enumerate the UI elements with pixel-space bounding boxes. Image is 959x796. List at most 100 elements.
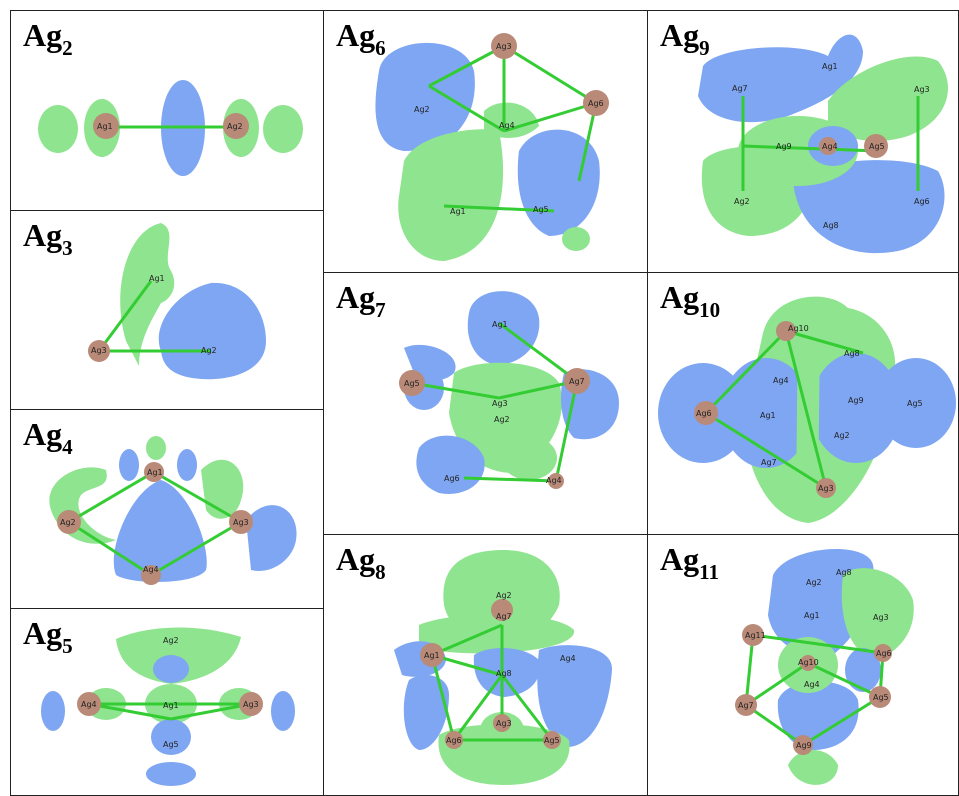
atom-label: Ag5 [869, 142, 885, 151]
panel-title: Ag6 [336, 15, 386, 60]
panel-title: Ag2 [23, 15, 73, 60]
ag8-isosurface: Ag2 Ag7 Ag1 Ag4 Ag8 Ag3 Ag6 Ag5 [394, 550, 613, 785]
title-subscript: 3 [62, 236, 73, 260]
panel-title: Ag5 [23, 613, 73, 658]
title-main: Ag [660, 279, 700, 315]
atom-label: Ag7 [732, 84, 748, 93]
atom-label: Ag1 [163, 701, 179, 710]
atom-label: Ag6 [914, 197, 930, 206]
ag7-isosurface: Ag1 Ag5 Ag7 Ag3 Ag2 Ag6 Ag4 [399, 291, 619, 494]
atom-label: Ag11 [745, 631, 766, 640]
title-subscript: 4 [62, 435, 73, 459]
panel-ag7: Ag1 Ag5 Ag7 Ag3 Ag2 Ag6 Ag4 Ag7 [323, 272, 648, 535]
atom-label: Ag7 [569, 377, 585, 386]
panel-ag11: Ag8 Ag2 Ag1 Ag3 Ag11 Ag10 Ag6 Ag4 Ag7 Ag… [647, 534, 959, 796]
ag6-isosurface: Ag3 Ag6 Ag2 Ag4 Ag1 Ag5 [375, 33, 609, 261]
title-main: Ag [23, 615, 63, 651]
atom-label: Ag7 [761, 458, 777, 467]
title-subscript: 2 [62, 36, 73, 60]
atom-label: Ag1 [97, 122, 113, 131]
atom-label: Ag6 [588, 99, 604, 108]
title-subscript: 5 [62, 634, 73, 658]
title-subscript: 7 [375, 298, 386, 322]
atom-label: Ag5 [544, 736, 560, 745]
atom-label: Ag2 [734, 197, 750, 206]
atom-label: Ag4 [560, 654, 576, 663]
atom-label: Ag3 [91, 346, 107, 355]
title-subscript: 6 [375, 36, 386, 60]
atom-label: Ag8 [823, 221, 839, 230]
atom-label: Ag9 [848, 396, 864, 405]
panel-title: Ag11 [660, 539, 719, 584]
atom-label: Ag4 [81, 700, 97, 709]
atom-label: Ag5 [163, 740, 179, 749]
panel-ag4: Ag1 Ag2 Ag3 Ag4 Ag4 [10, 409, 324, 609]
atom-label: Ag10 [798, 658, 819, 667]
atom-label: Ag6 [444, 474, 460, 483]
atom-label: Ag8 [836, 568, 852, 577]
atom-label: Ag2 [227, 122, 243, 131]
ag3-isosurface: Ag3 Ag1 Ag2 [88, 223, 266, 380]
atom-label: Ag4 [804, 680, 820, 689]
ag4-isosurface: Ag1 Ag2 Ag3 Ag4 [49, 436, 297, 585]
panel-title: Ag7 [336, 277, 386, 322]
atom-label: Ag1 [424, 651, 440, 660]
title-main: Ag [23, 217, 63, 253]
title-main: Ag [336, 279, 376, 315]
atom-label: Ag3 [496, 42, 512, 51]
atom-label: Ag8 [844, 349, 860, 358]
atom-label: Ag7 [496, 612, 512, 621]
atom-label: Ag1 [822, 62, 838, 71]
title-subscript: 10 [699, 298, 721, 322]
atom-label: Ag1 [149, 274, 165, 283]
atom-label: Ag6 [696, 409, 712, 418]
title-subscript: 11 [699, 560, 719, 584]
atom-label: Ag5 [533, 205, 549, 214]
title-subscript: 9 [699, 36, 710, 60]
atom-label: Ag2 [201, 346, 217, 355]
title-main: Ag [660, 541, 700, 577]
title-main: Ag [23, 17, 63, 53]
atom-label: Ag4 [822, 142, 838, 151]
atom-label: Ag3 [233, 518, 249, 527]
title-main: Ag [23, 416, 63, 452]
panel-title: Ag10 [660, 277, 721, 322]
panel-ag9: Ag1 Ag7 Ag3 Ag9 Ag4 Ag5 Ag2 Ag8 Ag6 Ag9 [647, 10, 959, 273]
atom-label: Ag8 [496, 669, 512, 678]
atom-label: Ag7 [738, 701, 754, 710]
atom-label: Ag9 [776, 142, 792, 151]
title-main: Ag [660, 17, 700, 53]
atom-label: Ag6 [876, 649, 892, 658]
atom-label: Ag2 [806, 578, 822, 587]
atom-label: Ag1 [760, 411, 776, 420]
atom-label: Ag4 [546, 476, 562, 485]
atom-label: Ag1 [147, 468, 163, 477]
panel-ag5: Ag2 Ag1 Ag3 Ag4 Ag5 Ag5 [10, 608, 324, 796]
atom [223, 113, 249, 139]
panel-ag3: Ag3 Ag1 Ag2 Ag3 [10, 210, 324, 410]
atom-label: Ag1 [450, 207, 466, 216]
atom-label: Ag2 [496, 591, 512, 600]
atom-label: Ag4 [499, 121, 515, 130]
atom-label: Ag2 [834, 431, 850, 440]
panel-title: Ag4 [23, 414, 73, 459]
panel-title: Ag3 [23, 215, 73, 260]
title-main: Ag [336, 17, 376, 53]
ag10-isosurface: Ag10 Ag8 Ag4 Ag6 Ag1 Ag9 Ag5 Ag2 Ag7 Ag3 [658, 296, 956, 523]
panel-ag2: Ag1 Ag2 Ag2 [10, 10, 324, 211]
atom-label: Ag1 [804, 611, 820, 620]
title-main: Ag [336, 541, 376, 577]
panel-ag10: Ag10 Ag8 Ag4 Ag6 Ag1 Ag9 Ag5 Ag2 Ag7 Ag3… [647, 272, 959, 535]
atom-label: Ag2 [414, 105, 430, 114]
atom-label: Ag2 [163, 636, 179, 645]
atom-label: Ag5 [873, 693, 889, 702]
atom-label: Ag3 [496, 719, 512, 728]
title-subscript: 8 [375, 560, 386, 584]
atom-label: Ag3 [914, 85, 930, 94]
ag5-isosurface: Ag2 Ag1 Ag3 Ag4 Ag5 [41, 627, 295, 786]
atom-label: Ag2 [60, 518, 76, 527]
atom-label: Ag1 [492, 320, 508, 329]
panel-title: Ag8 [336, 539, 386, 584]
ag11-isosurface: Ag8 Ag2 Ag1 Ag3 Ag11 Ag10 Ag6 Ag4 Ag7 Ag… [735, 548, 914, 785]
